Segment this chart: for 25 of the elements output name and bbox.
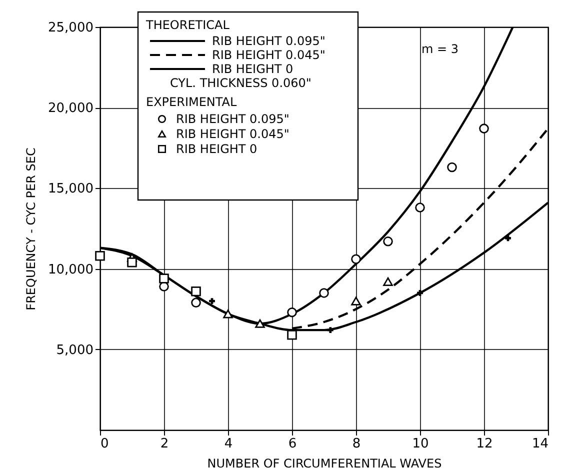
y-tick-label: 15,000 (48, 182, 94, 197)
annotation: m = 3 (421, 42, 459, 56)
x-tick-label: 0 (100, 436, 109, 452)
annotation: CYL. THICKNESS 0.060" (170, 76, 312, 90)
legend-label: RIB HEIGHT 0.045" (176, 127, 290, 141)
x-axis-title: NUMBER OF CIRCUMFERENTIAL WAVES (207, 456, 442, 470)
annotation: THEORETICAL (145, 18, 230, 32)
x-tick-label: 10 (412, 436, 429, 452)
y-tick-label: 25,000 (48, 20, 94, 36)
x-tick-label: 8 (352, 436, 361, 452)
annotation: EXPERIMENTAL (146, 95, 238, 109)
x-tick-label: 2 (160, 436, 169, 452)
y-tick-label: 20,000 (48, 101, 94, 116)
legend-label: RIB HEIGHT 0 (212, 62, 294, 76)
y-tick-label: 5,000 (56, 342, 94, 358)
legend-label: RIB HEIGHT 0 (176, 142, 258, 156)
legend-label: RIB HEIGHT 0.095" (212, 34, 326, 48)
legend-label: RIB HEIGHT 0.045" (212, 48, 326, 62)
legend-label: RIB HEIGHT 0.095" (176, 112, 290, 126)
y-axis-title: FREQUENCY - CYC PER SEC (24, 148, 38, 310)
x-tick-label: 12 (476, 436, 493, 452)
y-tick-label: 10,000 (48, 262, 94, 278)
x-tick-label: 4 (224, 436, 233, 452)
x-tick-label: 6 (288, 436, 297, 452)
x-tick-label: 14 (532, 436, 548, 452)
